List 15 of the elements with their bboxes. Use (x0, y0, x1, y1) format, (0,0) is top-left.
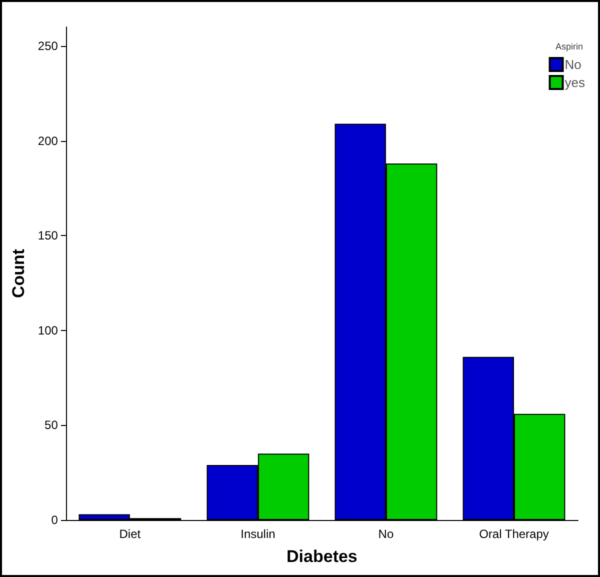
y-axis-title: Count (9, 248, 28, 298)
y-tick-label: 100 (38, 323, 58, 338)
legend-title: Aspirin (555, 42, 584, 52)
x-tick-label: Oral Therapy (479, 527, 549, 541)
y-tick-label: 200 (38, 134, 58, 148)
x-tick-label: Insulin (240, 527, 276, 541)
y-tick-label: 150 (38, 228, 58, 243)
x-tick-label: No (378, 527, 394, 541)
legend-label: No (564, 57, 582, 72)
x-axis-title: Diabetes (286, 547, 358, 566)
y-tick-label: 50 (44, 418, 58, 432)
legend-label: yes (564, 75, 586, 90)
x-tick-label: Diet (119, 527, 142, 541)
y-tick-label: 0 (51, 513, 58, 527)
y-tick-label: 250 (38, 38, 58, 53)
